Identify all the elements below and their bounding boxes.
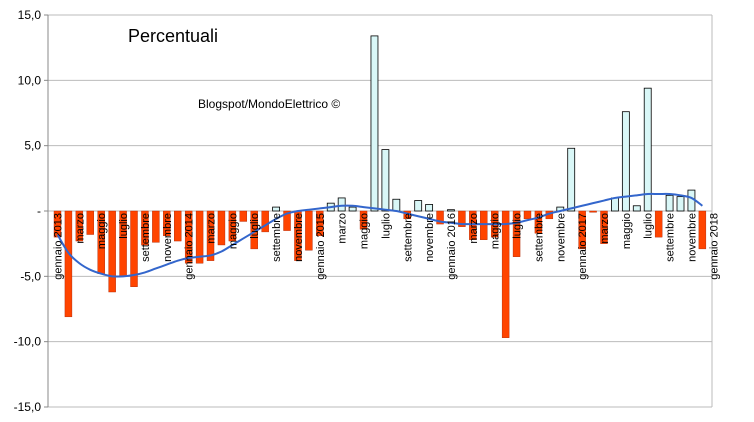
bar bbox=[305, 210, 313, 251]
x-tick-label: maggio bbox=[621, 213, 633, 249]
bar bbox=[130, 210, 138, 287]
x-tick-label: gennaio 2013 bbox=[53, 213, 65, 280]
x-tick-label: luglio bbox=[643, 213, 655, 239]
watermark-annotation: Blogspot/MondoElettrico © bbox=[198, 97, 340, 111]
bar bbox=[261, 210, 269, 233]
bar bbox=[643, 87, 652, 212]
bar bbox=[621, 111, 630, 212]
bar bbox=[480, 210, 488, 240]
x-tick-label: marzo bbox=[74, 213, 86, 244]
bar bbox=[665, 194, 674, 212]
bar bbox=[141, 210, 149, 246]
bar bbox=[75, 210, 84, 242]
bar bbox=[64, 210, 73, 318]
x-tick-label: settembre bbox=[665, 213, 677, 262]
x-tick-label: settembre bbox=[402, 213, 414, 262]
trend-curve bbox=[56, 192, 703, 278]
y-axis: 15,0 10,0 5,0 - -5,0 -10,0 -15,0 bbox=[14, 8, 49, 414]
x-tick-label: novembre bbox=[162, 213, 174, 262]
bar bbox=[436, 210, 444, 225]
x-tick-label: marzo bbox=[337, 213, 349, 244]
bar bbox=[174, 210, 182, 242]
x-tick-label: novembre bbox=[686, 213, 698, 262]
bar bbox=[163, 210, 171, 237]
bar bbox=[53, 210, 62, 238]
x-tick-label: gennaio 2018 bbox=[708, 213, 720, 280]
x-tick-label: settembre bbox=[271, 213, 283, 262]
bar bbox=[86, 210, 94, 235]
y-tick-label: - bbox=[37, 204, 41, 218]
bar bbox=[676, 196, 685, 212]
x-tick-label: maggio bbox=[359, 213, 371, 249]
x-tick-label: marzo bbox=[206, 213, 218, 244]
bar bbox=[228, 210, 237, 242]
bar bbox=[195, 210, 204, 264]
bar bbox=[217, 210, 226, 246]
bar bbox=[239, 210, 248, 222]
bar bbox=[632, 205, 641, 212]
bar bbox=[654, 210, 663, 238]
bar bbox=[501, 210, 510, 338]
x-tick-label: novembre bbox=[424, 213, 436, 262]
y-tick-label: 15,0 bbox=[18, 8, 42, 22]
x-tick-label: marzo bbox=[468, 213, 480, 244]
chart-title: Percentuali bbox=[128, 26, 218, 46]
x-tick-label: luglio bbox=[380, 213, 392, 239]
trend-line bbox=[56, 192, 703, 278]
y-tick-label: -10,0 bbox=[14, 335, 42, 349]
bar bbox=[272, 206, 281, 212]
bar bbox=[359, 210, 368, 230]
bar bbox=[698, 210, 707, 250]
bar bbox=[523, 210, 532, 220]
bar bbox=[108, 210, 116, 293]
x-tick-label: gennaio 2016 bbox=[446, 213, 458, 280]
bar bbox=[567, 147, 576, 212]
bar bbox=[316, 210, 324, 237]
bar bbox=[152, 210, 160, 243]
bar bbox=[348, 206, 357, 212]
bar bbox=[381, 149, 390, 212]
y-tick-label: -5,0 bbox=[20, 269, 41, 283]
bar bbox=[392, 198, 401, 212]
bar bbox=[578, 210, 586, 250]
bar bbox=[184, 210, 193, 264]
x-tick-label: novembre bbox=[555, 213, 567, 262]
bar bbox=[534, 210, 543, 234]
x-tick-label: marzo bbox=[599, 213, 611, 244]
bar bbox=[425, 204, 434, 212]
x-tick-label: settembre bbox=[140, 213, 152, 262]
bar bbox=[600, 210, 608, 244]
x-tick-label: maggio bbox=[96, 213, 108, 249]
bar bbox=[458, 210, 466, 227]
bar bbox=[611, 197, 619, 212]
x-tick-label: luglio bbox=[249, 213, 261, 239]
bar bbox=[283, 210, 291, 231]
x-tick-label: maggio bbox=[490, 213, 502, 249]
x-tick-label: gennaio 2014 bbox=[184, 213, 196, 280]
bar bbox=[414, 200, 423, 212]
x-axis-labels: gennaio 2013 marzo maggio luglio settembre no… bbox=[53, 213, 721, 280]
y-tick-label: 5,0 bbox=[24, 139, 41, 153]
y-tick-label: -15,0 bbox=[14, 400, 42, 414]
x-tick-label: gennaio 2015 bbox=[315, 213, 327, 280]
x-tick-label: settembre bbox=[533, 213, 545, 262]
bar bbox=[512, 210, 521, 257]
x-tick-label: luglio bbox=[118, 213, 130, 239]
bars bbox=[53, 35, 707, 338]
x-tick-label: gennaio 2017 bbox=[577, 213, 589, 280]
x-tick-label: luglio bbox=[512, 213, 524, 239]
bar bbox=[447, 209, 455, 212]
bar bbox=[589, 210, 597, 213]
bar bbox=[469, 210, 477, 240]
x-tick-label: maggio bbox=[227, 213, 239, 249]
x-tick-label: novembre bbox=[293, 213, 305, 262]
y-tick-label: 10,0 bbox=[18, 73, 42, 87]
bar bbox=[337, 197, 346, 212]
bar bbox=[206, 210, 215, 261]
bar bbox=[370, 35, 379, 212]
